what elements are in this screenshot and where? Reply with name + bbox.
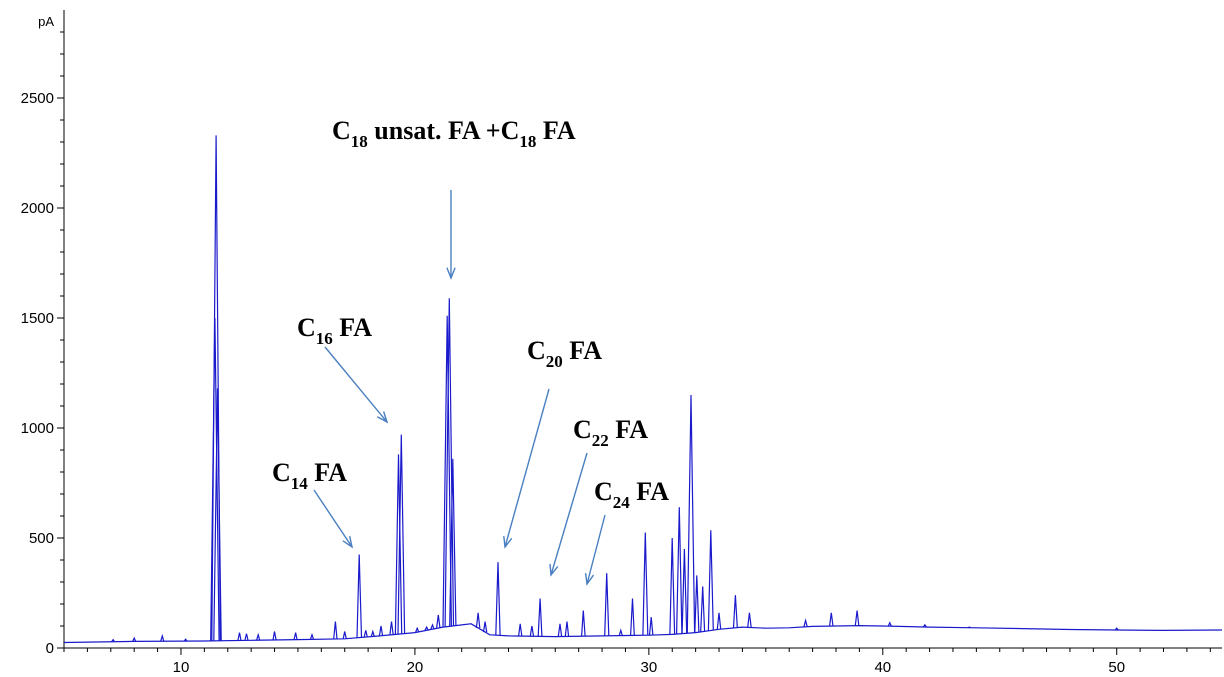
arrow-shaft xyxy=(324,346,388,423)
chromatogram-peak xyxy=(363,630,368,638)
chromatogram-peak xyxy=(495,562,501,636)
arrow-c16 xyxy=(324,346,389,424)
annotation-arrows xyxy=(313,190,606,586)
chromatogram-peak xyxy=(716,612,722,630)
annotation-c22: C22 FA xyxy=(573,415,648,450)
y-tick-label: 500 xyxy=(29,530,54,547)
arrow-shaft xyxy=(586,514,606,585)
chromatogram-peak xyxy=(529,625,535,637)
arrow-head xyxy=(584,573,595,586)
chromatogram-peak xyxy=(747,612,752,628)
chromatogram-peak xyxy=(557,623,563,637)
chromatogram-peak xyxy=(707,530,714,631)
annotation-c18: C18 unsat. FA +C18 FA xyxy=(332,116,576,151)
x-tick-label: 20 xyxy=(407,659,424,676)
arrow-c22 xyxy=(549,452,588,577)
arrow-c18 xyxy=(446,190,456,280)
annotation-c14: C14 FA xyxy=(272,458,347,493)
chromatogram-peak xyxy=(256,632,261,641)
chromatogram-peak xyxy=(967,626,972,629)
chromatogram-peak xyxy=(887,621,892,627)
chromatogram-peak xyxy=(564,621,570,637)
chromatogram-peak xyxy=(132,636,137,642)
arrow-c20 xyxy=(503,388,550,549)
chromatogram-peak xyxy=(1114,627,1119,631)
chromatogram-peak xyxy=(378,625,384,636)
chromatogram-peak xyxy=(424,625,429,631)
arrow-shaft xyxy=(313,489,353,548)
chromatogram-peak xyxy=(642,532,649,636)
chromatogram-peak xyxy=(700,586,706,632)
arrow-shaft xyxy=(504,388,550,548)
chromatogram-peak xyxy=(482,621,488,633)
chromatogram-peak xyxy=(648,617,654,636)
x-tick-label: 10 xyxy=(173,659,190,676)
chromatogram-peak xyxy=(370,629,375,637)
plot-area xyxy=(63,135,1223,644)
axes: 0 500 1000 1500 2000 2500 pA 10 20 30 40 50 xyxy=(21,10,1222,676)
y-tick-label: 2500 xyxy=(21,90,54,107)
x-tick-label: 40 xyxy=(874,659,891,676)
chromatogram-peak xyxy=(356,554,363,638)
chromatogram-peak xyxy=(394,454,403,635)
chromatogram-peak xyxy=(183,638,188,642)
chromatogram-peak xyxy=(669,537,676,635)
chromatogram-peak xyxy=(213,388,222,641)
chromatogram-peak xyxy=(449,458,457,626)
chromatogram-peak xyxy=(430,623,435,630)
x-tick-label: 50 xyxy=(1108,659,1125,676)
arrow-c24 xyxy=(584,514,606,586)
chromatogram-peak xyxy=(829,612,834,627)
chromatogram-peak xyxy=(475,612,481,628)
chromatogram-peak xyxy=(618,628,623,636)
chromatogram-peak xyxy=(630,598,635,636)
arrow-head xyxy=(342,536,354,549)
y-tick-label: 1000 xyxy=(21,420,54,437)
chromatogram-peak xyxy=(681,548,688,634)
chromatogram-peak xyxy=(415,626,420,633)
chromatogram-peak xyxy=(581,610,586,637)
arrow-head xyxy=(549,563,559,577)
annotation-c16: C16 FA xyxy=(297,313,372,348)
chromatogram-peak xyxy=(244,633,249,641)
chromatogram-peak xyxy=(237,632,242,641)
y-tick-label: 0 xyxy=(46,640,54,657)
chromatogram-peak xyxy=(537,598,543,637)
y-tick-label: 1500 xyxy=(21,310,54,327)
y-unit-label: pA xyxy=(38,14,54,29)
chromatogram-peak xyxy=(803,618,808,627)
arrow-head xyxy=(376,411,389,424)
y-tick-label: 2000 xyxy=(21,200,54,217)
chromatogram-peak xyxy=(397,434,406,634)
chromatogram-peak xyxy=(854,610,860,626)
chromatogram-peak xyxy=(333,621,338,639)
x-tick-label: 30 xyxy=(641,659,658,676)
chromatogram-peak xyxy=(309,632,315,640)
chromatogram-peak xyxy=(111,638,116,643)
chromatogram-peak xyxy=(389,621,394,635)
chromatogram-peak xyxy=(436,614,441,629)
chromatogram-peak xyxy=(694,575,700,633)
arrow-c14 xyxy=(313,489,354,549)
annotation-c24: C24 FA xyxy=(594,477,669,512)
chromatogram-peak xyxy=(518,623,523,637)
chromatogram-peak xyxy=(676,507,683,634)
chromatogram-peak xyxy=(293,632,298,640)
annotation-c20: C20 FA xyxy=(527,336,602,371)
chromatogram-peak xyxy=(604,573,610,636)
chromatogram-peak xyxy=(272,631,277,641)
arrow-head xyxy=(446,267,456,280)
arrow-head xyxy=(503,536,513,549)
chromatogram-peak xyxy=(686,394,696,634)
chromatogram-peak xyxy=(442,315,452,627)
chromatogram-peak xyxy=(922,623,927,628)
chromatogram-peak xyxy=(160,633,165,642)
arrow-shaft xyxy=(550,452,588,576)
chromatogram-peak xyxy=(732,595,738,628)
chromatogram-peak xyxy=(342,631,347,639)
